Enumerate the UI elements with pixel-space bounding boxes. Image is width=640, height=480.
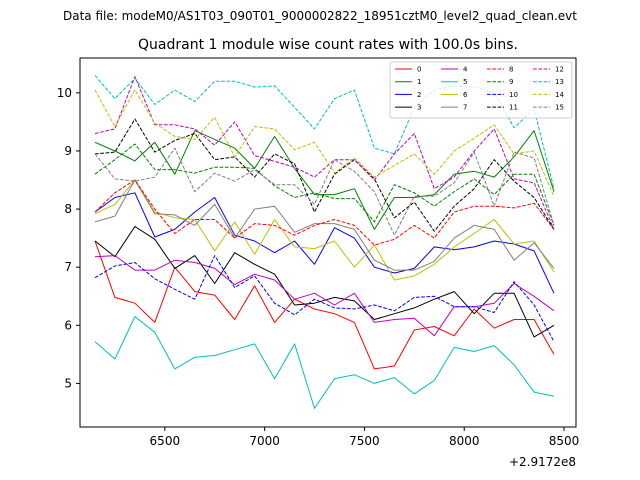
y-tick-label: 7 <box>64 260 72 274</box>
series-15-legend-label: 15 <box>555 104 564 112</box>
series-2-legend-label: 2 <box>417 91 421 99</box>
x-tick-label: 6500 <box>150 434 181 448</box>
x-tick-label: 7500 <box>349 434 380 448</box>
series-10-line <box>94 255 555 342</box>
series-13-legend-label: 13 <box>555 78 564 86</box>
series-1-legend-label: 1 <box>417 78 421 86</box>
plot-area <box>80 58 576 427</box>
series-10-legend-label: 10 <box>509 91 518 99</box>
series-3-legend-label: 3 <box>417 104 421 112</box>
axes-frame <box>79 57 577 428</box>
x-offset-label: +2.9172e8 <box>509 455 576 469</box>
x-tick-label: 8500 <box>549 434 580 448</box>
series-4-legend-label: 4 <box>463 66 468 74</box>
series-5-legend-label: 5 <box>463 78 467 86</box>
series-6-line <box>94 179 555 281</box>
series-12-legend-label: 12 <box>555 66 564 74</box>
x-tick-label: 8000 <box>449 434 480 448</box>
series-15-line <box>94 147 555 236</box>
data-file-label: Data file: modeM0/AS1T03_090T01_90000028… <box>63 9 577 23</box>
y-tick-label: 8 <box>64 202 72 216</box>
chart-title: Quadrant 1 module wise count rates with … <box>138 37 518 53</box>
series-2-line <box>94 192 555 294</box>
x-tick-label: 7000 <box>249 434 280 448</box>
series-6-legend-label: 6 <box>463 91 468 99</box>
y-tick-label: 9 <box>64 144 72 158</box>
series-lines <box>94 75 555 409</box>
y-tick-label: 10 <box>57 86 72 100</box>
series-1-line <box>94 130 555 230</box>
y-tick-label: 6 <box>64 318 72 332</box>
series-14-line <box>94 89 555 197</box>
series-7-legend-label: 7 <box>463 104 467 112</box>
series-14-legend-label: 14 <box>555 91 564 99</box>
series-5-line <box>94 316 555 409</box>
series-4-line <box>94 255 555 337</box>
series-8-legend-label: 8 <box>509 66 513 74</box>
series-0-legend-label: 0 <box>417 66 421 74</box>
series-7-line <box>94 179 555 271</box>
series-8-line <box>94 179 555 246</box>
series-12-line <box>94 76 555 230</box>
series-9-legend-label: 9 <box>509 78 513 86</box>
series-3-line <box>94 226 555 338</box>
series-0-line <box>94 240 555 370</box>
series-11-legend-label: 11 <box>509 104 518 112</box>
legend-box <box>389 61 573 119</box>
y-tick-label: 5 <box>64 376 72 390</box>
